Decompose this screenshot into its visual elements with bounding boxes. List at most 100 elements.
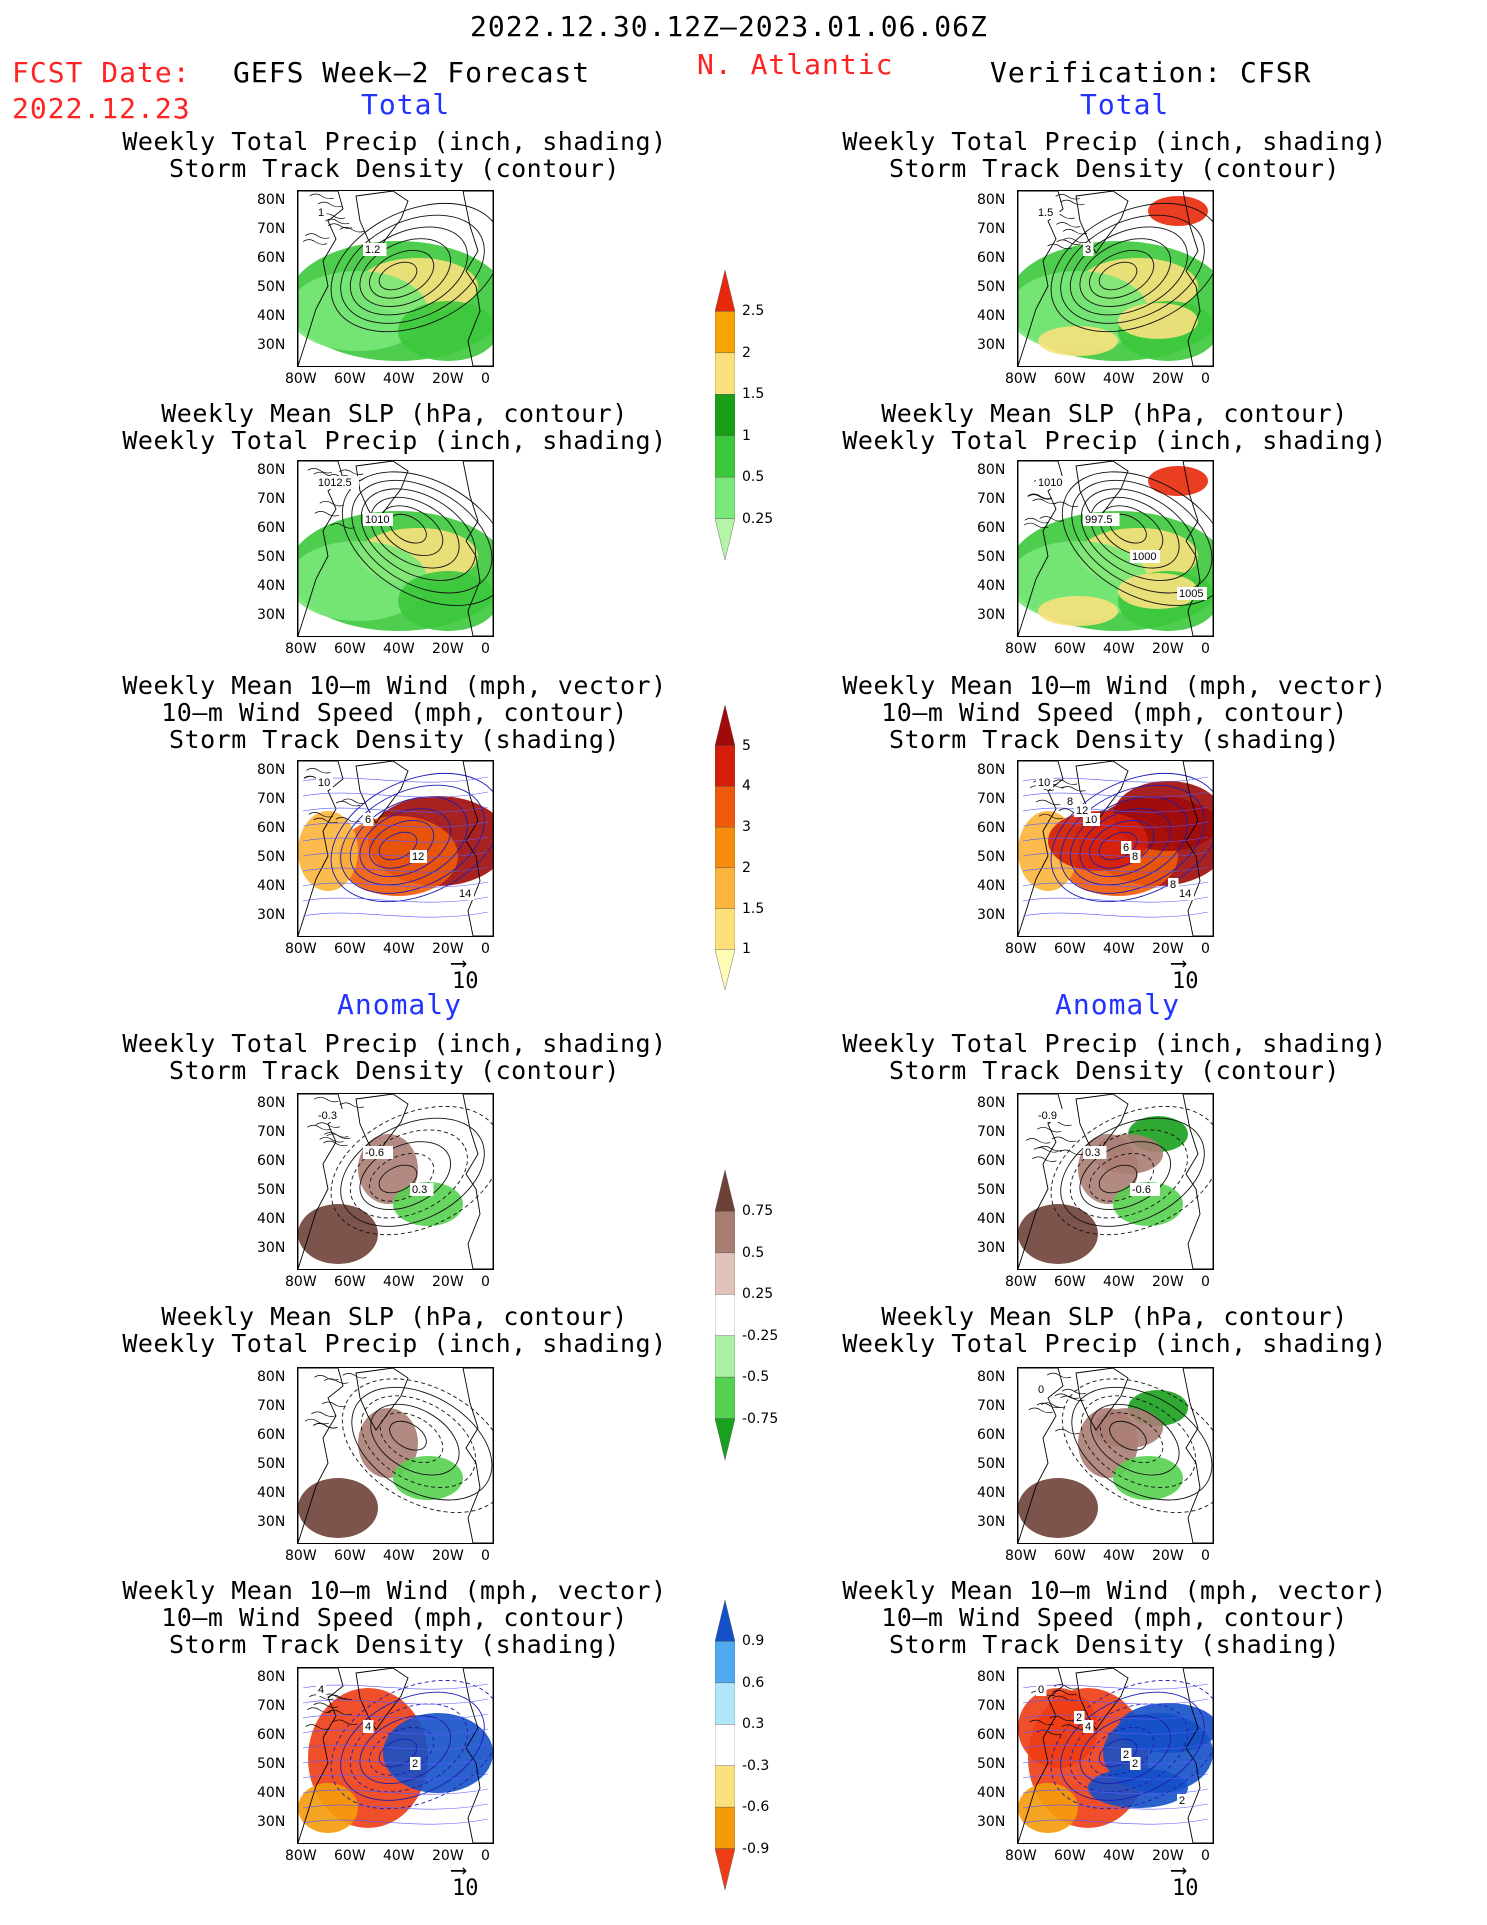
contour-label: -0.6 [1132,1184,1151,1196]
vf-wind-title: Weekly Mean 10–m Wind (mph, vector) 10–m … [837,672,1392,753]
fc-wind-title-line: Storm Track Density (shading) [169,725,620,754]
vector-arrow-icon: ⟶ [1172,1858,1186,1883]
lon-tick: 40W [1103,641,1135,657]
lat-tick: 80N [977,1095,1006,1111]
lat-tick: 30N [977,907,1006,923]
vf-wind-title-line: 10–m Wind Speed (mph, contour) [881,698,1348,727]
lon-tick: 40W [383,371,415,387]
fcst-date-value: 2022.12.23 [12,92,191,125]
lat-tick: 50N [977,1756,1006,1772]
lon-tick: 80W [1005,1848,1037,1864]
colorbar-level: 2 [742,859,751,876]
vf-precip_anom-map: -0.9 0.3 -0.6 [1017,1093,1214,1270]
vector-arrow-icon: ⟶ [452,1858,466,1883]
lat-tick: 70N [257,1124,286,1140]
fc-precip_anom-title: Weekly Total Precip (inch, shading) Storm… [117,1030,672,1084]
contour-label: 1.5 [1038,207,1053,219]
lon-tick: 0 [1201,1848,1210,1864]
lat-tick: 40N [257,1785,286,1801]
vector-arrow-icon: ⟶ [452,951,466,976]
lat-tick: 30N [977,1814,1006,1830]
lon-tick: 40W [1103,1848,1135,1864]
lon-tick: 80W [1005,641,1037,657]
contour-label: 4 [365,1721,371,1733]
contour-label: 1005 [1179,588,1203,600]
lat-tick: 80N [257,1095,286,1111]
vector-reference-value: 10 [452,969,479,994]
lon-tick: 80W [285,371,317,387]
lat-tick: 40N [977,1485,1006,1501]
lat-tick: 40N [257,1485,286,1501]
fc-slp_anom-map [297,1367,494,1544]
vector-reference: ⟶ 10 [1172,953,1199,995]
lon-tick: 60W [334,1548,366,1564]
lat-tick: 80N [257,462,286,478]
lat-tick: 80N [977,1369,1006,1385]
fc-precip-title-line: Weekly Total Precip (inch, shading) [122,127,667,156]
lon-tick: 40W [1103,371,1135,387]
fcst-date-label: FCST Date: [12,56,191,89]
colorbar-level: 1.5 [742,386,765,403]
vf-precip_anom-title-line: Weekly Total Precip (inch, shading) [842,1029,1387,1058]
colorbar-level: 1.5 [742,900,765,917]
lat-tick: 40N [977,878,1006,894]
colorbar-track_total-swatches [714,704,736,991]
contour-label: 1010 [365,514,389,526]
lat-tick: 70N [977,1124,1006,1140]
colorbar-precip_total-swatches [714,269,736,561]
lat-tick: 80N [977,462,1006,478]
vf-wind_anom-title-line: 10–m Wind Speed (mph, contour) [881,1603,1348,1632]
period-title: 2022.12.30.12Z–2023.01.06.06Z [470,10,988,43]
fc-slp_anom-title: Weekly Mean SLP (hPa, contour) Weekly Tot… [117,1303,672,1357]
lat-tick: 30N [257,907,286,923]
colorbar-level: -0.3 [742,1757,770,1774]
fc-wind_anom-title-line: Storm Track Density (shading) [169,1630,620,1659]
lon-tick: 0 [481,1274,490,1290]
colorbar-level: -0.6 [742,1799,770,1816]
colorbar-level: 2.5 [742,303,765,320]
lat-tick: 80N [977,762,1006,778]
lon-tick: 0 [1201,941,1210,957]
contour-label: -0.9 [1038,1110,1057,1122]
fc-wind-title: Weekly Mean 10–m Wind (mph, vector) 10–m … [117,672,672,753]
lat-tick: 30N [977,607,1006,623]
colorbar-level: 0.5 [742,469,765,486]
vf-precip_anom-title: Weekly Total Precip (inch, shading) Storm… [837,1030,1392,1084]
fc-precip_anom-field: -0.3 -0.6 0.3 [298,1094,493,1269]
lon-tick: 0 [1201,1274,1210,1290]
contour-label: 0.3 [1085,1147,1100,1159]
vector-reference: ⟶ 10 [1172,1858,1199,1902]
vf-slp_anom-title-line: Weekly Total Precip (inch, shading) [842,1329,1387,1358]
contour-label: 0 [1038,1684,1044,1696]
lon-tick: 20W [432,1848,464,1864]
lat-tick: 80N [977,192,1006,208]
lon-tick: 80W [1005,371,1037,387]
vf-slp_anom-title: Weekly Mean SLP (hPa, contour) Weekly Tot… [837,1303,1392,1357]
lon-tick: 80W [1005,1274,1037,1290]
contour-label: 14 [1179,888,1191,900]
vf-slp-map: 1010 997.5 1000 1005 [1017,460,1214,637]
lat-tick: 80N [257,1669,286,1685]
lon-tick: 80W [285,641,317,657]
lon-tick: 0 [481,1848,490,1864]
colorbar-precip_anom-swatches [714,1169,736,1461]
fc-wind-title-line: Weekly Mean 10–m Wind (mph, vector) [122,671,667,700]
colorbar-precip_anom: 0.75 0.5 0.25 -0.25 -0.5 -0.75 [714,1169,778,1461]
lat-tick: 70N [257,791,286,807]
lat-tick: 60N [257,520,286,536]
contour-label: 1 [318,207,324,219]
lon-tick: 40W [1103,1548,1135,1564]
contour-label: 8 [1132,851,1138,863]
colorbar-track_total: 5 4 3 2 1.5 1 [714,704,775,991]
colorbar-precip_total: 2.5 2 1.5 1 0.5 0.25 [714,269,775,561]
lon-tick: 0 [1201,1548,1210,1564]
lat-tick: 30N [257,607,286,623]
lon-tick: 0 [481,1548,490,1564]
contour-label: 6 [1123,842,1129,854]
lon-tick: 60W [334,1848,366,1864]
fc-wind-title-line: 10–m Wind Speed (mph, contour) [161,698,628,727]
lat-tick: 30N [257,1814,286,1830]
section-total-verification: Total [1080,88,1170,121]
